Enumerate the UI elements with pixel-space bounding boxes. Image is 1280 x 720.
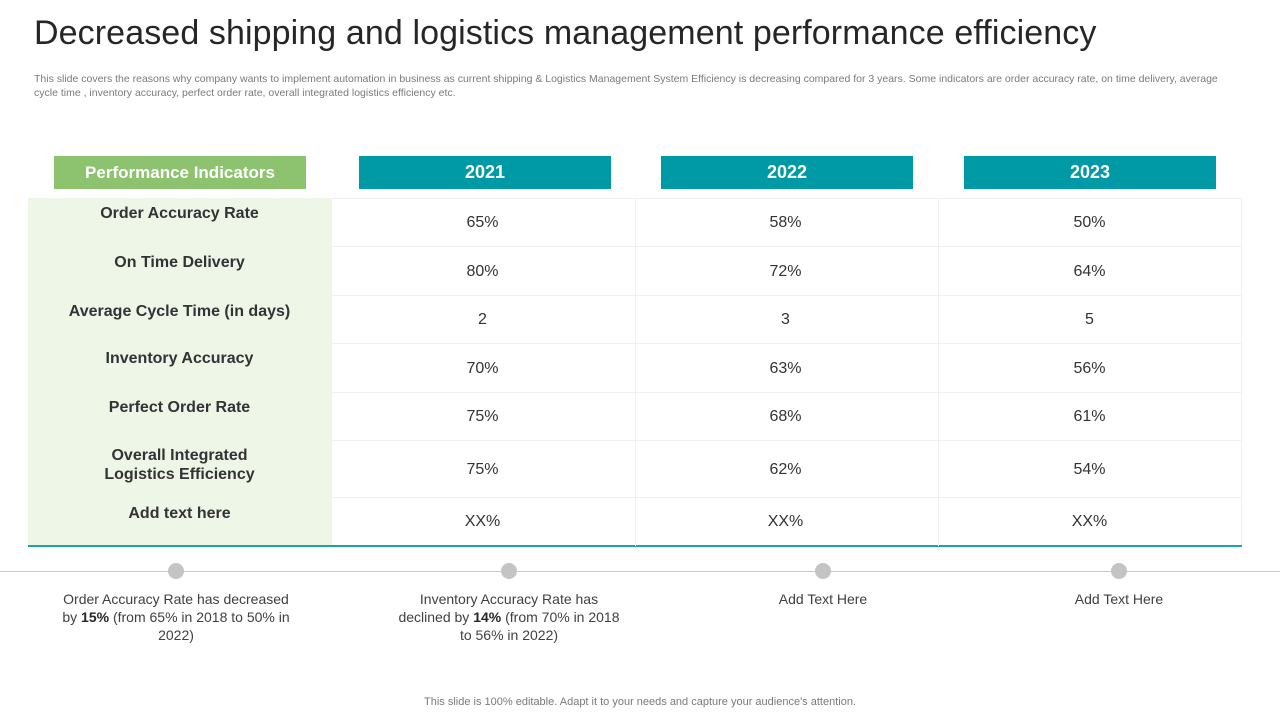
value-2021: 2 bbox=[478, 311, 487, 328]
performance-table: Order Accuracy Rate 65% 58% 50% On Time … bbox=[28, 198, 1242, 547]
value-2022: 63% bbox=[769, 359, 802, 377]
value-2022: 72% bbox=[769, 262, 802, 280]
indicator-label: On Time Delivery bbox=[114, 254, 245, 271]
note-text: (from 65% in 2018 to 50% in 2022) bbox=[109, 609, 290, 643]
value-2022: 62% bbox=[769, 460, 802, 478]
indicator-column-bg bbox=[28, 198, 331, 545]
value-2023: 54% bbox=[1073, 460, 1106, 478]
footer-note: This slide is 100% editable. Adapt it to… bbox=[424, 696, 856, 708]
note-text: (from 70% in 2018 to 56% in 2022) bbox=[459, 609, 620, 643]
value-2021: 80% bbox=[466, 262, 499, 280]
indicator-label: Average Cycle Time (in days) bbox=[68, 303, 291, 320]
note-text: Add Text Here bbox=[1074, 591, 1164, 607]
note-placeholder: Add Text Here bbox=[708, 590, 938, 608]
value-2023: XX% bbox=[1071, 512, 1108, 530]
timeline-dot bbox=[1111, 563, 1127, 579]
header-year-2023: 2023 bbox=[964, 156, 1216, 189]
table-row: On Time Delivery 80% 72% 64% bbox=[28, 247, 1242, 296]
table-row: Overall Integrated Logistics Efficiency … bbox=[28, 441, 1242, 498]
note-text: Inventory Accuracy Rate has declined by bbox=[398, 591, 599, 625]
indicator-label: Add text here bbox=[128, 505, 231, 522]
page-title: Decreased shipping and logistics managem… bbox=[34, 14, 1097, 52]
note-text: Order Accuracy Rate has decreased by bbox=[62, 591, 289, 625]
table-row: Perfect Order Rate 75% 68% 61% bbox=[28, 393, 1242, 441]
indicator-label: Perfect Order Rate bbox=[108, 399, 251, 416]
value-2023: 50% bbox=[1073, 213, 1106, 231]
note-order-accuracy: Order Accuracy Rate has decreased by 15%… bbox=[61, 590, 291, 644]
value-2021: XX% bbox=[464, 512, 501, 530]
header-year-2022: 2022 bbox=[661, 156, 913, 189]
value-2021: 65% bbox=[466, 213, 499, 231]
row-divider bbox=[331, 392, 1242, 393]
value-2022: XX% bbox=[767, 512, 804, 530]
timeline-dot bbox=[168, 563, 184, 579]
table-row: Average Cycle Time (in days) 2 3 5 bbox=[28, 296, 1242, 344]
table-row: Inventory Accuracy 70% 63% 56% bbox=[28, 344, 1242, 393]
column-divider bbox=[635, 199, 636, 546]
header-year-2021: 2021 bbox=[359, 156, 611, 189]
timeline-dot bbox=[501, 563, 517, 579]
table-row: Order Accuracy Rate 65% 58% 50% bbox=[28, 198, 1242, 247]
timeline-dot bbox=[815, 563, 831, 579]
value-2021: 75% bbox=[466, 460, 499, 478]
row-divider bbox=[331, 497, 1242, 498]
column-divider bbox=[938, 199, 939, 546]
value-2023: 64% bbox=[1073, 262, 1106, 280]
value-2022: 68% bbox=[769, 408, 802, 425]
row-divider bbox=[331, 246, 1242, 247]
indicator-label: Inventory Accuracy bbox=[105, 350, 254, 367]
table-row: Add text here XX% XX% XX% bbox=[28, 498, 1242, 545]
values-grid bbox=[331, 198, 1242, 546]
page-subtitle: This slide covers the reasons why compan… bbox=[34, 73, 1218, 99]
row-divider bbox=[331, 295, 1242, 296]
note-placeholder: Add Text Here bbox=[1004, 590, 1234, 608]
note-highlight: 14% bbox=[473, 609, 502, 625]
row-divider bbox=[331, 440, 1242, 441]
value-2021: 70% bbox=[466, 359, 499, 377]
indicator-label: Overall Integrated Logistics Efficiency bbox=[104, 447, 255, 483]
note-highlight: 15% bbox=[81, 609, 110, 625]
value-2023: 56% bbox=[1073, 359, 1106, 377]
note-text: Add Text Here bbox=[778, 591, 868, 607]
timeline-line bbox=[0, 571, 1280, 572]
value-2021: 75% bbox=[466, 408, 499, 425]
header-performance-indicators: Performance Indicators bbox=[54, 156, 306, 189]
value-2022: 58% bbox=[769, 213, 802, 231]
value-2022: 3 bbox=[781, 311, 790, 328]
row-divider bbox=[331, 343, 1242, 344]
value-2023: 5 bbox=[1085, 311, 1094, 328]
indicator-label: Order Accuracy Rate bbox=[100, 205, 259, 222]
note-inventory-accuracy: Inventory Accuracy Rate has declined by … bbox=[397, 590, 621, 644]
value-2023: 61% bbox=[1073, 408, 1106, 425]
